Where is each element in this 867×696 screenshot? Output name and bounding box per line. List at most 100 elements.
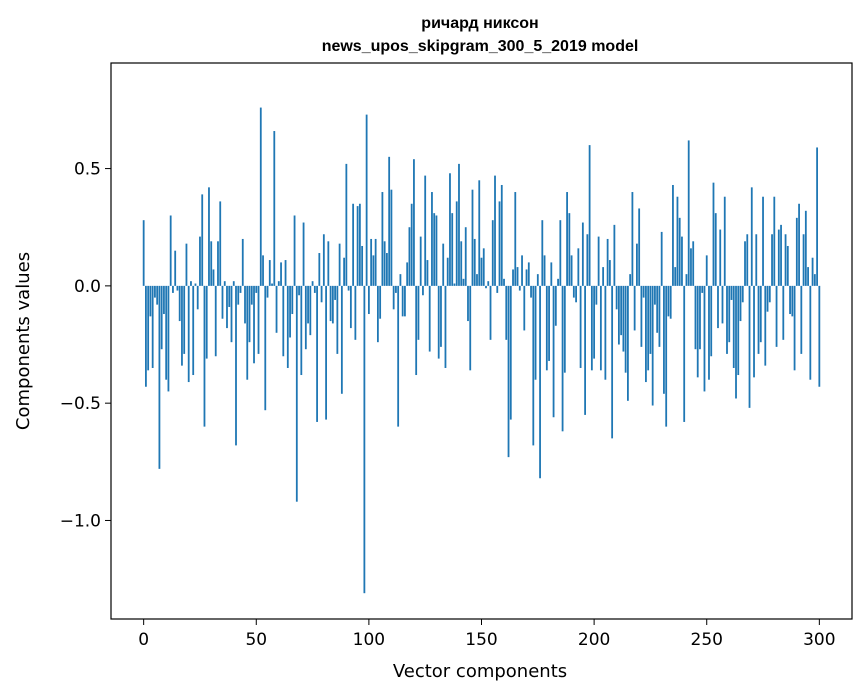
bar-component-60 xyxy=(277,281,280,286)
bar-component-150 xyxy=(480,257,483,286)
y-tick-label: −0.5 xyxy=(60,394,101,414)
bar-component-204 xyxy=(602,267,605,286)
bar-component-99 xyxy=(365,114,368,286)
bar-component-149 xyxy=(478,180,481,286)
bars-group xyxy=(142,107,821,594)
bar-component-17 xyxy=(181,285,183,366)
bar-component-19 xyxy=(185,243,188,286)
bar-component-15 xyxy=(176,285,179,291)
bar-component-159 xyxy=(500,184,503,286)
bar-component-38 xyxy=(228,285,231,307)
bar-component-95 xyxy=(356,206,359,286)
bar-component-75 xyxy=(311,281,314,286)
bar-component-266 xyxy=(741,285,744,303)
bar-component-101 xyxy=(370,238,373,286)
bar-component-217 xyxy=(631,192,634,286)
bar-component-195 xyxy=(581,222,584,286)
bar-component-264 xyxy=(737,285,740,376)
bar-component-228 xyxy=(656,285,659,333)
bar-component-125 xyxy=(424,175,427,286)
bar-component-291 xyxy=(798,203,800,286)
bar-component-213 xyxy=(622,285,625,352)
bar-component-209 xyxy=(613,224,616,286)
bar-component-128 xyxy=(431,192,433,286)
bar-component-270 xyxy=(750,187,753,286)
bar-component-113 xyxy=(397,285,400,427)
bar-component-167 xyxy=(518,285,521,291)
bar-component-293 xyxy=(802,234,805,286)
bar-component-16 xyxy=(178,285,181,322)
bar-component-13 xyxy=(172,285,174,293)
bar-component-116 xyxy=(404,285,406,317)
bar-component-35 xyxy=(221,285,224,319)
bar-component-172 xyxy=(530,285,532,298)
bar-component-254 xyxy=(714,213,717,286)
x-tick-label: 100 xyxy=(353,630,385,650)
bar-component-97 xyxy=(361,245,364,286)
bar-component-84 xyxy=(331,285,334,324)
bar-component-112 xyxy=(395,285,397,293)
bar-component-73 xyxy=(307,285,309,324)
bar-component-260 xyxy=(728,285,731,343)
bar-component-284 xyxy=(782,285,785,340)
bar-component-282 xyxy=(777,229,780,286)
bar-component-289 xyxy=(793,285,796,371)
chart-subtitle: news_upos_skipgram_300_5_2019 model xyxy=(322,38,639,55)
bar-component-278 xyxy=(768,285,771,303)
bar-component-31 xyxy=(212,269,215,286)
bar-component-205 xyxy=(604,285,607,380)
bar-component-88 xyxy=(340,285,343,394)
bar-component-183 xyxy=(554,285,557,326)
bar-component-231 xyxy=(663,285,665,394)
bar-component-246 xyxy=(696,285,699,378)
bar-component-177 xyxy=(541,220,544,286)
bar-component-138 xyxy=(453,283,456,286)
bar-component-234 xyxy=(669,285,672,319)
bar-component-77 xyxy=(316,285,318,422)
bar-component-6 xyxy=(156,285,159,305)
bar-component-280 xyxy=(773,196,776,286)
bar-component-285 xyxy=(784,234,787,286)
bar-component-211 xyxy=(617,285,620,345)
bar-component-247 xyxy=(699,285,701,350)
bar-component-51 xyxy=(257,285,260,354)
bar-component-185 xyxy=(559,220,562,286)
bar-component-55 xyxy=(266,285,269,298)
bar-component-18 xyxy=(183,285,186,354)
bar-component-147 xyxy=(473,238,476,286)
bar-component-227 xyxy=(654,285,656,305)
bar-component-279 xyxy=(771,234,773,286)
bar-component-224 xyxy=(647,285,650,371)
bar-component-132 xyxy=(440,285,442,347)
bar-component-131 xyxy=(437,285,440,359)
bar-component-2 xyxy=(147,285,150,371)
bar-component-79 xyxy=(320,285,323,303)
bar-component-22 xyxy=(192,285,195,376)
bar-component-40 xyxy=(232,281,235,286)
bar-component-83 xyxy=(329,285,332,322)
bar-component-295 xyxy=(807,267,809,286)
bar-component-117 xyxy=(406,262,409,286)
bar-component-277 xyxy=(766,285,769,312)
y-tick-label: 0.5 xyxy=(74,160,101,180)
bar-component-109 xyxy=(388,156,391,286)
bar-component-23 xyxy=(194,283,197,286)
bar-component-292 xyxy=(800,285,803,354)
x-axis-label: Vector components xyxy=(393,661,567,682)
bar-component-188 xyxy=(566,192,568,286)
bar-component-49 xyxy=(253,285,255,364)
bar-component-194 xyxy=(579,285,582,368)
bar-component-173 xyxy=(532,285,535,446)
bar-component-268 xyxy=(746,234,749,286)
bar-component-136 xyxy=(449,173,451,286)
bar-component-218 xyxy=(633,285,636,331)
bar-component-286 xyxy=(786,245,789,286)
bar-component-298 xyxy=(813,274,816,286)
bar-component-129 xyxy=(433,213,436,286)
bar-component-145 xyxy=(469,285,472,371)
bar-component-163 xyxy=(509,285,512,420)
bar-component-91 xyxy=(347,285,350,291)
bar-component-137 xyxy=(451,213,454,286)
bar-component-170 xyxy=(525,269,528,286)
